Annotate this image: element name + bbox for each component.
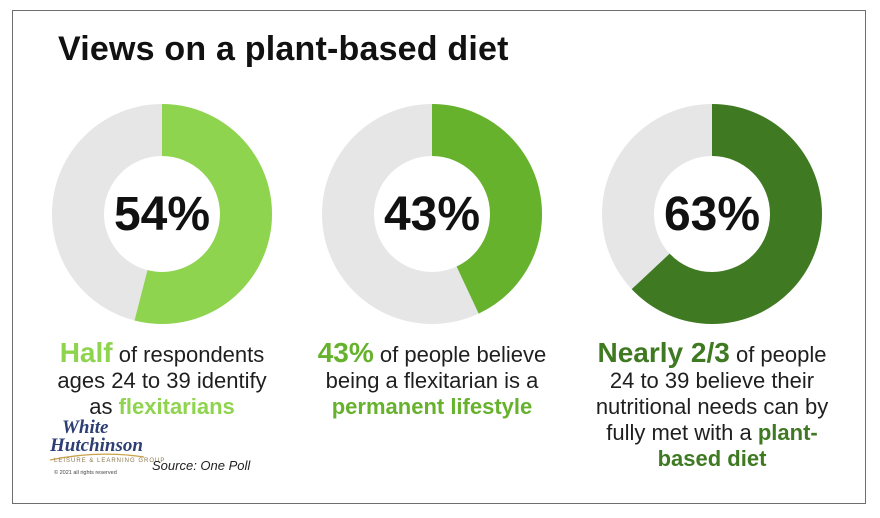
caption-3-line-1: Nearly 2/3 of people (572, 337, 852, 368)
caption-3-line-3: nutritional needs can by (595, 394, 829, 419)
caption-1-line-1-rest: of respondents (112, 342, 265, 367)
logo-swoosh-icon (49, 453, 145, 461)
caption-1-highlight: flexitarians (118, 394, 235, 419)
donut-svg-2 (322, 104, 542, 324)
caption-3-highlight-1: plant- (757, 420, 818, 445)
white-hutchinson-logo: White Hutchinson LEISURE & LEARNING GROU… (46, 417, 164, 480)
caption-3-line-2: 24 to 39 believe their (609, 368, 815, 393)
caption-2-highlight: permanent lifestyle (331, 394, 533, 419)
donut-chart-2: 43% (322, 104, 542, 324)
donut-percent-2: 43% (383, 187, 481, 241)
page-title: Views on a plant-based diet (58, 30, 509, 68)
caption-3-line-1-rest: of people (729, 342, 827, 367)
caption-1-line-2: ages 24 to 39 identify (57, 368, 267, 393)
caption-1-line-3-pre: as (89, 394, 119, 419)
logo-line-2: Hutchinson (50, 435, 143, 456)
caption-3-line-5: based diet (572, 446, 852, 472)
caption-3: Nearly 2/3 of people 24 to 39 believe th… (572, 337, 852, 472)
donut-percent-3: 63% (663, 187, 761, 241)
caption-2-line-3: permanent lifestyle (292, 394, 572, 420)
logo-line-1: White (62, 417, 109, 438)
donut-percent-1: 54% (113, 187, 211, 241)
caption-2-lead: 43% (317, 337, 374, 368)
caption-1-line-3: as flexitarians (22, 394, 302, 420)
caption-2-line-1-rest: of people believe (373, 342, 547, 367)
source-note: Source: One Poll (152, 458, 251, 473)
logo-copyright: © 2021 all rights reserved (54, 470, 117, 476)
donut-svg-3 (602, 104, 822, 324)
caption-2: 43% of people believe being a flexitaria… (292, 337, 572, 420)
donut-svg-1 (52, 104, 272, 324)
donut-chart-1: 54% (52, 104, 272, 324)
donut-arc-2 (322, 104, 542, 324)
donut-arc-1 (52, 104, 272, 324)
infographic-frame (12, 10, 866, 504)
caption-3-highlight-2: based diet (657, 446, 767, 471)
caption-1-line-1: Half of respondents (22, 337, 302, 368)
caption-1: Half of respondents ages 24 to 39 identi… (22, 337, 302, 420)
logo-tagline: LEISURE & LEARNING GROUP (54, 458, 166, 464)
donut-chart-3: 63% (602, 104, 822, 324)
caption-2-line-2: being a flexitarian is a (325, 368, 539, 393)
caption-3-line-4: fully met with a plant- (572, 420, 852, 446)
caption-2-line-1: 43% of people believe (292, 337, 572, 368)
donut-arc-3 (602, 104, 822, 324)
caption-3-line-4-pre: fully met with a (606, 420, 758, 445)
caption-1-lead: Half (59, 337, 113, 368)
caption-3-lead: Nearly 2/3 (597, 337, 730, 368)
